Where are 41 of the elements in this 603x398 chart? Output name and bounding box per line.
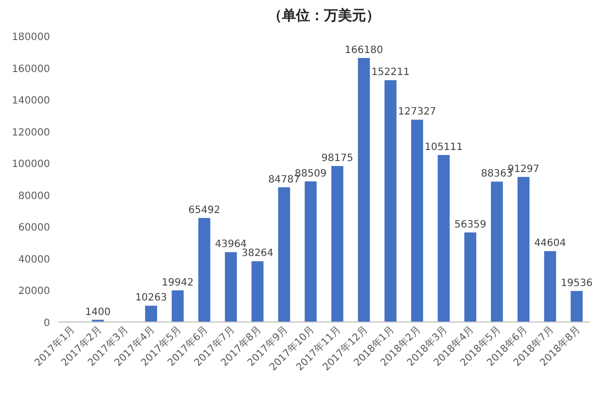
data-label: 10263 (135, 292, 168, 304)
bar (304, 181, 317, 322)
data-label: 166180 (344, 44, 383, 56)
y-tick-label: 40000 (18, 254, 50, 266)
bar (490, 182, 503, 322)
data-label: 1400 (85, 306, 111, 318)
bar (278, 187, 290, 322)
data-label: 152211 (371, 67, 410, 78)
y-tick-label: 80000 (18, 190, 50, 202)
chart-title: （单位：万美元） (268, 7, 380, 24)
bar (198, 218, 210, 322)
bar (358, 58, 370, 322)
bar (172, 290, 184, 322)
data-label: 65492 (188, 204, 220, 216)
y-tick-label: 160000 (12, 64, 50, 75)
bar (544, 251, 556, 322)
bar (331, 166, 344, 322)
bar (464, 232, 476, 322)
bar (518, 176, 530, 322)
y-tick-label: 120000 (12, 127, 50, 138)
y-tick-label: 100000 (12, 159, 50, 170)
bar (145, 306, 158, 322)
data-label: 98175 (321, 153, 354, 164)
bar (411, 120, 424, 322)
data-label: 56359 (454, 219, 486, 230)
bar (570, 290, 583, 322)
y-tick-label: 140000 (12, 96, 50, 107)
data-label: 127327 (398, 106, 436, 118)
data-label: 19942 (162, 277, 194, 288)
bar (438, 154, 450, 322)
data-label: 19536 (560, 278, 593, 289)
data-label: 105111 (424, 142, 463, 153)
y-tick-label: 180000 (12, 32, 50, 43)
data-label: 44604 (534, 238, 566, 250)
y-tick-label: 60000 (18, 222, 50, 234)
bar (224, 252, 237, 322)
y-tick-label: 20000 (18, 286, 50, 298)
bar (252, 261, 264, 322)
bar (384, 80, 396, 322)
data-label: 38264 (242, 248, 274, 260)
y-tick-label: 0 (44, 318, 50, 329)
